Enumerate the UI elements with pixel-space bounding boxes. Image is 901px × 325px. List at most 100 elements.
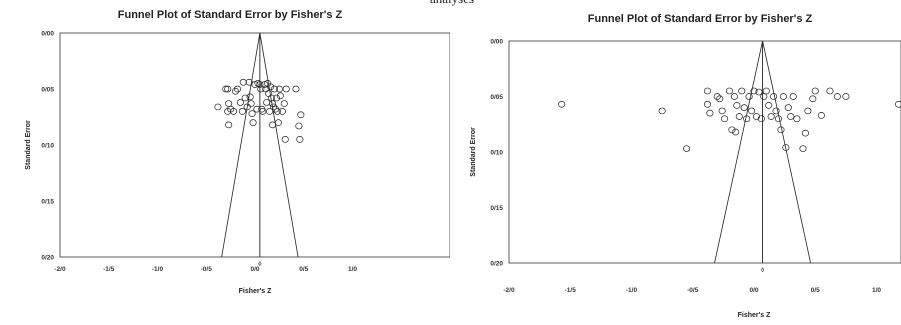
- top-text-fragment: analyses: [430, 0, 474, 7]
- study-point: [296, 136, 304, 143]
- y-tick-label: 0/00: [490, 39, 503, 46]
- study-point: [558, 100, 566, 108]
- study-point: [263, 99, 271, 106]
- x-tick-label: -1/5: [565, 287, 577, 294]
- y-tick-label: 0/05: [41, 87, 54, 94]
- study-point: [799, 145, 807, 153]
- study-point: [750, 87, 758, 95]
- x-tick-label: -2/0: [54, 266, 66, 273]
- study-point: [271, 105, 280, 113]
- study-point: [833, 93, 841, 100]
- study-point: [735, 113, 743, 120]
- y-tick-label: 0/20: [41, 255, 54, 262]
- study-point: [276, 92, 284, 100]
- x-tick-label: -1/0: [152, 266, 164, 273]
- x-tick-label: -0/5: [201, 266, 213, 273]
- chart-title: Funnel Plot of Standard Error by Fisher'…: [588, 13, 813, 25]
- study-point: [273, 108, 281, 115]
- study-point: [774, 115, 783, 123]
- study-point: [718, 107, 726, 115]
- study-point: [239, 78, 247, 86]
- y-tick-label: 0/00: [41, 31, 54, 38]
- study-point: [683, 145, 691, 153]
- study-point: [743, 115, 751, 123]
- study-point: [268, 121, 277, 129]
- summary-diamond-marker: ◊: [258, 261, 262, 268]
- study-point: [745, 93, 753, 100]
- summary-diamond-marker: ◊: [761, 267, 765, 274]
- x-tick-label: 0/5: [299, 266, 308, 273]
- study-point: [842, 93, 850, 100]
- y-tick-label: 0/20: [490, 261, 503, 268]
- x-tick-label: -1/5: [103, 266, 115, 273]
- study-point: [713, 93, 721, 100]
- study-point: [265, 90, 273, 97]
- study-point: [752, 113, 761, 120]
- study-point: [793, 115, 801, 123]
- study-point: [249, 119, 257, 126]
- study-point: [222, 85, 230, 93]
- study-point: [259, 108, 267, 115]
- study-point: [772, 107, 780, 115]
- x-tick-label: 0/0: [749, 287, 758, 294]
- study-point: [268, 100, 277, 107]
- study-point: [281, 136, 289, 143]
- study-point: [270, 85, 279, 93]
- study-point: [224, 85, 232, 93]
- study-point: [224, 108, 232, 115]
- study-point: [248, 110, 256, 117]
- study-point: [716, 95, 724, 103]
- study-point: [765, 102, 773, 109]
- study-point: [733, 102, 741, 109]
- study-point: [243, 103, 251, 111]
- study-point: [801, 129, 810, 137]
- study-point: [257, 85, 265, 93]
- study-point: [256, 81, 264, 88]
- plot-frame: [508, 40, 901, 264]
- study-point: [269, 103, 278, 111]
- study-point: [280, 100, 288, 107]
- study-point: [760, 93, 768, 100]
- funnel-right-limit: [259, 32, 299, 258]
- study-point: [728, 126, 736, 134]
- study-point: [738, 87, 746, 95]
- study-point: [246, 93, 254, 101]
- study-point: [230, 108, 238, 115]
- x-axis-label: Fisher's Z: [239, 288, 273, 295]
- y-tick-label: 0/05: [490, 94, 503, 101]
- study-point: [811, 87, 819, 95]
- study-point: [214, 103, 222, 111]
- study-point: [787, 113, 795, 120]
- x-tick-label: 0/5: [811, 287, 820, 294]
- study-point: [254, 80, 262, 87]
- study-point: [826, 87, 834, 95]
- x-tick-label: 1/0: [872, 287, 881, 294]
- study-point: [236, 99, 244, 106]
- study-point: [721, 115, 729, 123]
- study-point: [233, 85, 242, 93]
- x-tick-label: -1/0: [626, 287, 638, 294]
- funnel-plot-right: Funnel Plot of Standard Error by Fisher'…: [470, 13, 901, 319]
- study-point: [292, 85, 300, 93]
- study-point: [755, 88, 763, 96]
- x-axis-label: Fisher's Z: [738, 312, 772, 319]
- study-point: [272, 94, 281, 102]
- study-point: [278, 108, 286, 115]
- y-tick-label: 0/10: [41, 143, 54, 150]
- study-point: [725, 87, 734, 95]
- chart-title: Funnel Plot of Standard Error by Fisher'…: [118, 9, 343, 21]
- study-point: [762, 87, 770, 95]
- study-point: [241, 94, 249, 102]
- study-point: [297, 111, 305, 119]
- study-point: [225, 121, 233, 129]
- y-axis-label: Standard Error: [470, 127, 477, 177]
- study-point: [703, 87, 712, 95]
- funnel-left-limit: [221, 32, 261, 258]
- funnel-plot-left: Funnel Plot of Standard Error by Fisher'…: [25, 9, 450, 295]
- study-point: [703, 100, 712, 108]
- y-tick-label: 0/10: [490, 150, 503, 157]
- study-point: [238, 108, 246, 115]
- study-point: [757, 115, 765, 123]
- x-tick-label: -0/5: [687, 287, 699, 294]
